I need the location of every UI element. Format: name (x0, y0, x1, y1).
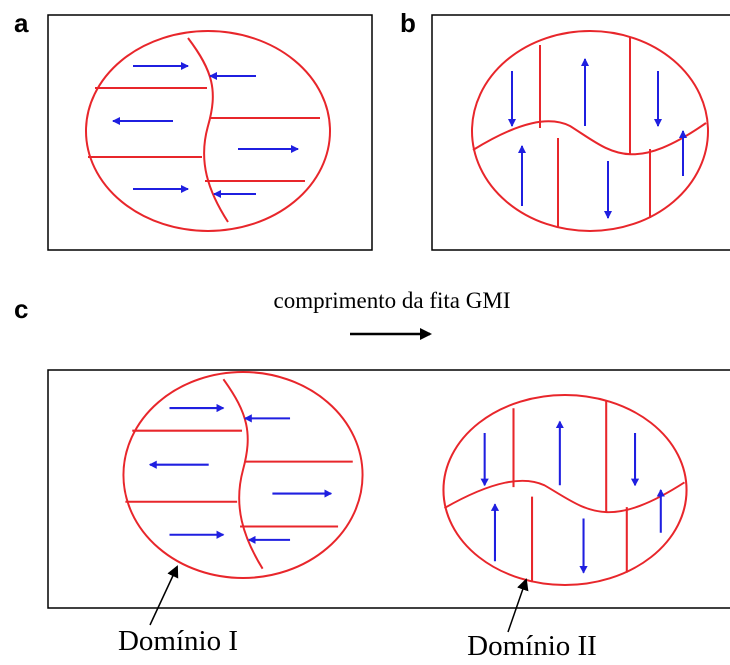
domain-drawing (123, 372, 362, 578)
panel-a: a (14, 8, 372, 250)
caption: comprimento da fita GMI (274, 288, 511, 313)
domain-label: Domínio I (118, 625, 238, 657)
domain-label: Domínio II (467, 630, 597, 662)
panel-label: b (400, 8, 416, 38)
domain-drawing (86, 31, 330, 231)
panel-label: c (14, 294, 28, 324)
pointer-arrow (508, 580, 526, 632)
frame (48, 15, 372, 250)
diagram: a b c comprimento da fita GMI Domínio I … (0, 0, 730, 665)
panel-label: a (14, 8, 29, 38)
panel-b: b (400, 8, 730, 250)
domain-drawing (472, 31, 708, 231)
pointer-arrow (150, 567, 177, 625)
panel-c: c comprimento da fita GMI Domínio I Domí… (14, 288, 730, 662)
domain-drawing (443, 395, 686, 585)
